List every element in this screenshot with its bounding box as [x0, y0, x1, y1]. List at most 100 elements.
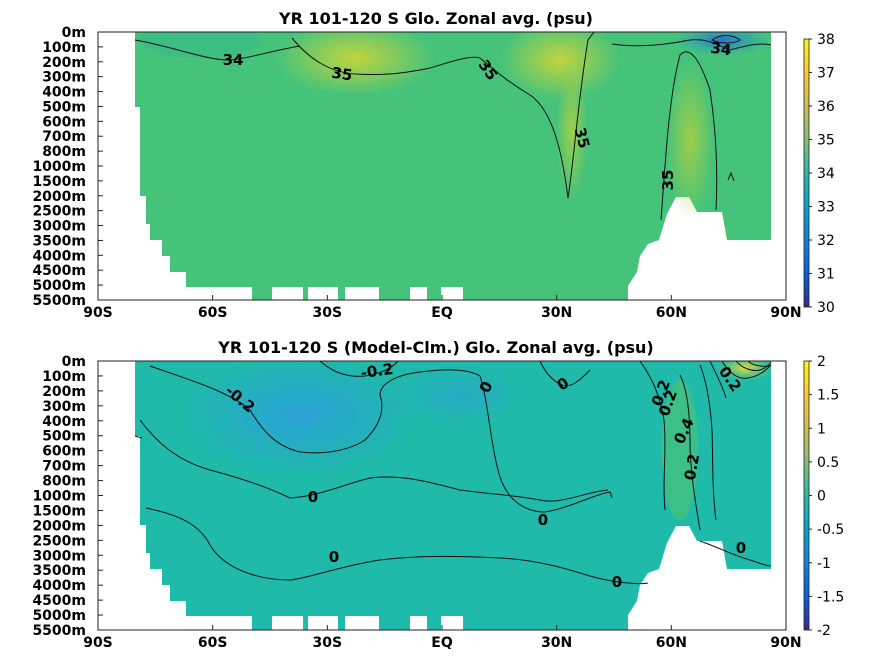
chart2-y-tick-label: 200m: [42, 384, 86, 400]
chart2-colorbar-tick-label: -1: [817, 556, 831, 572]
chart1-contour-label: 34: [709, 39, 732, 60]
chart1-southern-fresh: [140, 32, 260, 58]
chart2-y-tick-label: 5000m: [32, 608, 86, 624]
chart2-fresh-bias-south: [180, 361, 420, 475]
chart2-y-tick-label: 2000m: [32, 518, 86, 534]
chart2-x-axis: 90S 60S 30S EQ 30N 60N 90N: [83, 625, 802, 651]
chart1-colorbar-tick-label: 37: [817, 66, 835, 82]
chart2-colorbar-ticks: -2 -1.5 -1 -0.5 0 0.5 1 1.5 2: [809, 354, 844, 639]
chart1-contour-34-arctic: [611, 39, 772, 51]
chart2-x-tick-label: EQ: [431, 635, 453, 651]
chart1-contours: [134, 32, 772, 221]
chart2-x-tick-label: 60N: [656, 635, 687, 651]
chart2-colorbar-tick-label: 0: [817, 489, 826, 505]
chart2-y-tick-label: 700m: [42, 459, 86, 475]
chart2-north-edge-white: [771, 361, 786, 630]
chart2-contour-neg02: [149, 365, 481, 454]
chart2-y-tick-label: 5500m: [32, 623, 86, 639]
chart2-y-tick-label: 100m: [42, 369, 86, 385]
chart2-y-tick-label: 500m: [42, 429, 86, 445]
chart2-contour-label: 0: [736, 539, 746, 557]
chart1-colorbar-ticks: 30 31 32 33 34 35 36 37 38: [809, 32, 835, 316]
chart2-colorbar-tick-label: 1.5: [817, 388, 839, 404]
chart1-y-tick-label: 5000m: [32, 278, 86, 294]
chart1-y-tick-label: 600m: [42, 114, 86, 130]
chart1-y-axis: 0m100m200m300m400m500m600m700m800m1000m1…: [32, 25, 103, 309]
chart1-title: YR 101-120 S Glo. Zonal avg. (psu): [278, 9, 593, 28]
chart1-colorbar-tick-label: 34: [817, 166, 835, 182]
chart2-colorbar-tick-label: -2: [817, 623, 831, 639]
chart1-x-tick-label: EQ: [431, 305, 453, 321]
chart2-contour-02-b: [679, 374, 701, 531]
chart2-contour-0-b: [145, 507, 649, 585]
chart1-x-tick-label: 30S: [313, 305, 343, 321]
chart1-y-tick-label: 4500m: [32, 263, 86, 279]
chart1-high-salinity-south: [275, 32, 435, 96]
chart1-colorbar-tick-label: 33: [817, 200, 835, 216]
chart2-contour-0-d: [539, 361, 591, 387]
chart1-y-tick-label: 1000m: [32, 159, 86, 175]
chart1-y-tick-label: 4000m: [32, 248, 86, 264]
chart1-y-tick-label: 200m: [42, 55, 86, 71]
chart1-x-tick-label: 30N: [541, 305, 572, 321]
chart1-contour-35-south: [291, 37, 481, 76]
chart1-colorbar: [803, 38, 810, 308]
chart1-y-tick-label: 500m: [42, 99, 86, 115]
chart2-contour-04: [699, 364, 717, 521]
chart1-colorbar-tick-label: 36: [817, 99, 835, 115]
chart2-contour-label: -0.2: [360, 360, 395, 382]
chart1-contour-label: 35: [659, 170, 677, 191]
chart1-y-tick-label: 1500m: [32, 174, 86, 190]
chart2-y-tick-label: 3000m: [32, 548, 86, 564]
chart2-x-tick-label: 30S: [313, 635, 343, 651]
chart2-contour-label: 0: [308, 488, 318, 506]
chart1-high-salinity-north: [500, 32, 620, 100]
chart2-y-tick-label: 4500m: [32, 593, 86, 609]
chart1-y-tick-label: 100m: [42, 40, 86, 56]
chart2-y-tick-label: 400m: [42, 414, 86, 430]
chart2-y-tick-label: 1500m: [32, 503, 86, 519]
chart2-contour-0-a: [139, 419, 609, 502]
chart1-field: [135, 32, 786, 300]
chart1-x-tick-label: 60S: [198, 305, 228, 321]
chart2-contours: [134, 361, 772, 585]
chart1-arctic-fresh: [672, 32, 772, 56]
chart2-contour-0-c: [479, 375, 613, 513]
chart2-colorbar-tick-label: 1: [817, 421, 826, 437]
chart1-x-axis: 90S 60S 30S EQ 30N 60N 90N: [83, 295, 802, 321]
chart2-fresh-bias-mid: [390, 365, 530, 425]
chart2-x-tick-label: 90N: [770, 635, 801, 651]
chart1-contour-arctic-inner: [711, 35, 741, 44]
chart1-contour-34-south: [134, 39, 301, 61]
chart1-colorbar-tick-label: 35: [817, 133, 835, 149]
chart1-contour-label: 35: [571, 126, 594, 151]
chart2-y-tick-label: 0m: [62, 354, 86, 370]
chart1-y-tick-label: 3000m: [32, 219, 86, 235]
chart2-contour-arctic-3: [735, 361, 772, 371]
chart2-contour-neg02-inner: [319, 361, 399, 377]
chart2-colorbar-tick-label: 0.5: [817, 455, 839, 471]
chart1-colorbar-tick-label: 32: [817, 233, 835, 249]
chart1-y-tick-label: 2500m: [32, 204, 86, 220]
chart1-y-tick-label: 5500m: [32, 293, 86, 309]
chart2-y-tick-label: 3500m: [32, 563, 86, 579]
chart2-contour-label: 0.2: [681, 452, 703, 481]
chart1-y-tick-label: 700m: [42, 129, 86, 145]
chart1-contour-label: 35: [330, 64, 353, 85]
chart2-y-axis: 0m100m200m300m400m500m600m700m800m1000m1…: [32, 354, 103, 639]
chart2-colorbar: [803, 360, 810, 631]
chart1-y-tick-label: 2000m: [32, 189, 86, 205]
chart2-x-tick-label: 90S: [83, 635, 113, 651]
chart2-field: [135, 361, 786, 630]
chart1-x-tick-label: 90N: [770, 305, 801, 321]
chart2-contour-02-a: [639, 361, 666, 511]
chart1-contour-35-arctic: [660, 51, 718, 221]
chart1-ocean-area: [135, 32, 771, 300]
chart2-x-tick-label: 30N: [541, 635, 572, 651]
chart2-colorbar-tick-label: 2: [817, 354, 826, 370]
chart2-contour-label: 0: [538, 511, 548, 529]
chart1-x-tick-label: 60N: [656, 305, 687, 321]
chart2-y-tick-label: 2500m: [32, 533, 86, 549]
chart1-contour-arctic-small: [727, 171, 735, 182]
